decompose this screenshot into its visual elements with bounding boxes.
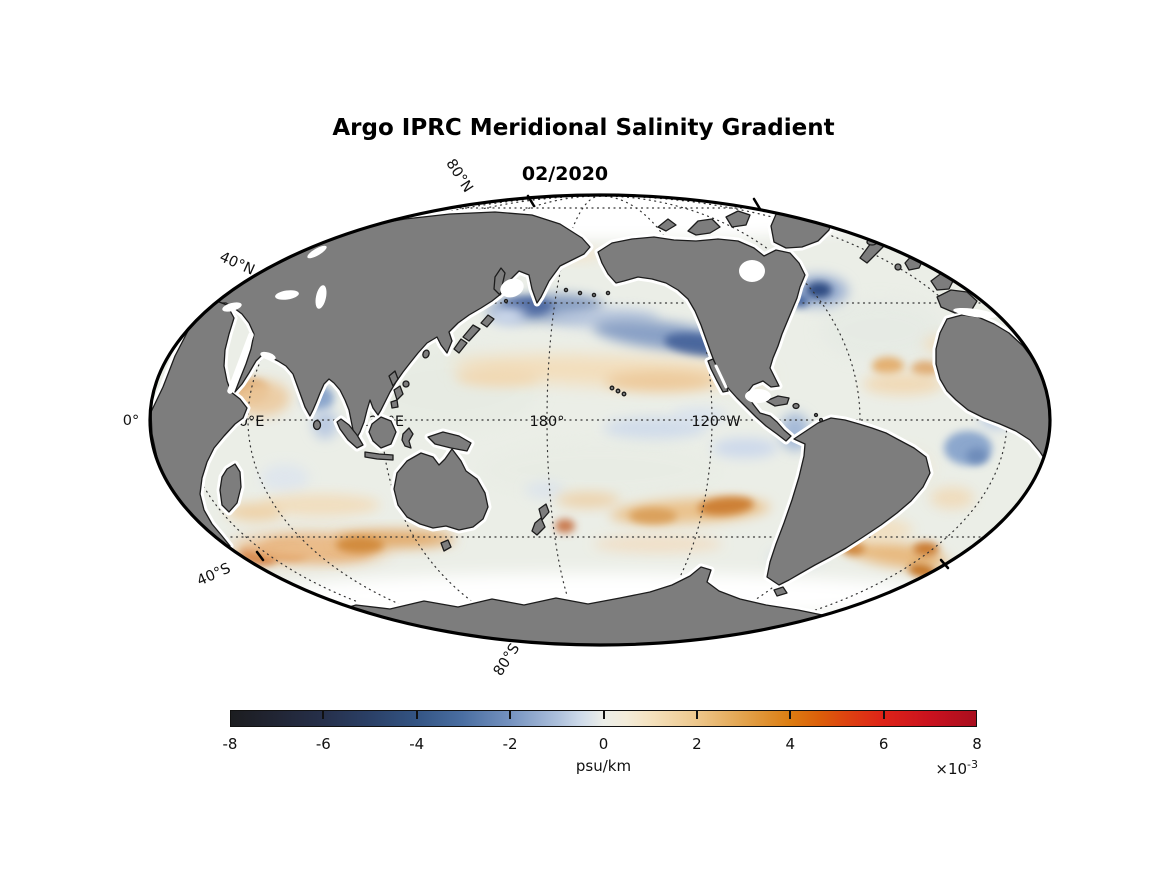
landmass-iberia [936,289,978,314]
landmass-japan [453,314,495,354]
landmass-north-america [597,236,806,442]
baltic-sea [307,245,327,259]
colorbar-tick-label: 4 [785,735,796,753]
island-hispaniola [792,402,800,410]
colorbar-tick-mark [509,711,512,719]
gulf-of-mexico [745,389,771,403]
island-hawaii [609,385,627,397]
island-caribbean [813,412,824,423]
caspian-sea [315,285,327,309]
lon-label-120w: 120°W [691,414,740,430]
date-subtitle: 02/2020 [521,163,609,185]
colorbar-tick-label: 2 [692,735,702,753]
colorbar-tick-mark [695,711,698,719]
page-title: Argo IPRC Meridional Salinity Gradient [332,115,835,141]
persian-gulf [260,351,276,361]
landmass-tierra-del-fuego [773,586,788,597]
landmass-sumatra [336,418,364,449]
landmass-arctic-islands [657,210,751,236]
colorbar-tick-label: 8 [972,735,982,753]
colorbar-tick-mark [322,711,325,719]
landmass-australia [393,448,489,531]
colorbar-tick-mark [602,711,605,719]
island-sri-lanka [312,419,322,431]
landmass-west-africa [935,314,1050,471]
hudson-bay [739,260,765,282]
island-taiwan [422,349,430,359]
island-hainan [402,380,410,388]
sea-of-okhotsk [500,278,524,298]
island-ireland [894,263,902,271]
landmass-sakhalin [493,267,506,296]
colorbar-tick-label: -6 [315,735,331,753]
colorbar-tick-mark [882,711,885,719]
landmass-borneo [368,416,397,449]
colorbar-multiplier: ×10-3 [935,758,978,778]
colorbar-tick-label: 6 [878,735,889,753]
landmass-sulawesi [401,427,414,449]
landmass-eurasia [212,211,591,440]
landmass-madagascar [219,463,242,513]
landmass-tasmania [440,539,452,552]
mediterranean-west [953,307,997,319]
mediterranean-east [222,302,242,312]
colorbar-unit-label: psu/km [575,757,632,775]
lat-label-0: 0° [123,413,139,429]
colorbar-tick-mark [789,711,792,719]
globe-outline [148,193,1052,647]
lon-label-180: 180° [530,414,565,430]
colorbar-tick-label: -8 [222,735,238,753]
rim-ticks [255,194,950,570]
black-sea [275,290,299,300]
landmass-new-guinea [427,431,472,452]
landmasses [150,199,1050,645]
landmass-cuba [765,395,790,407]
inland-seas [222,245,997,403]
colorbar-tick-mark [415,711,418,719]
red-sea [227,332,254,394]
gulf-of-california [714,364,728,389]
landmass-java [364,451,394,461]
colorbar-tick-label: -4 [409,735,425,753]
landmass-new-zealand [531,503,550,536]
colorbar-tick-label: 0 [598,735,609,753]
island-aleutians [563,287,611,298]
landmass-philippines [388,370,404,409]
landmass-south-america [766,417,931,586]
colorbar-tick-label: -2 [502,735,518,753]
